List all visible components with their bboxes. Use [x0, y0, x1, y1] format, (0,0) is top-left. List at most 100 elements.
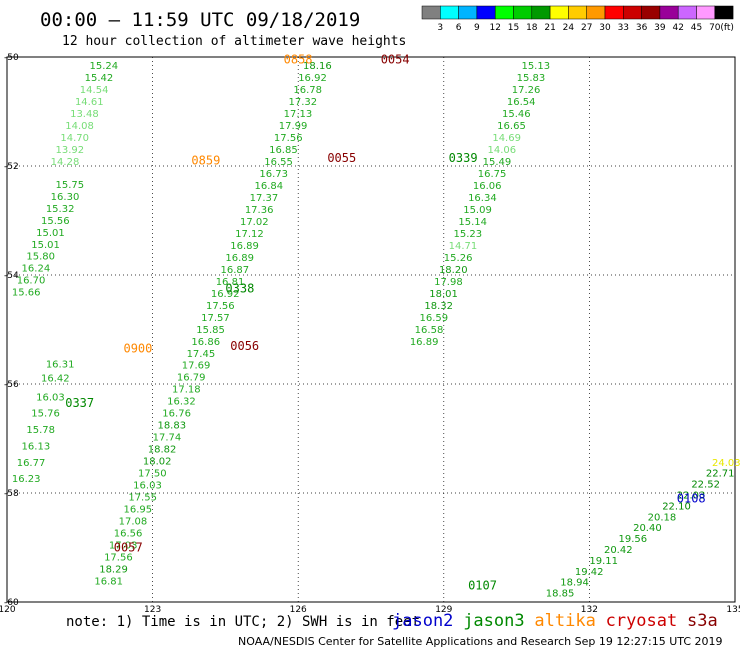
x-tick-label: 129: [435, 605, 452, 615]
colorbar-label: 24: [563, 23, 575, 33]
swh-value: 17.08: [119, 517, 148, 528]
y-tick-labels: -50 -52 -54 -56 -58 -60: [4, 53, 19, 608]
swh-value: 17.13: [284, 109, 313, 120]
x-tick-label: 120: [0, 605, 16, 615]
swh-value: 18.20: [439, 265, 468, 276]
colorbar-label: 39: [654, 23, 666, 33]
swh-value: 17.74: [153, 433, 182, 444]
swh-value: 16.89: [225, 253, 254, 264]
swh-value: 24.03: [712, 458, 740, 469]
swh-value: 17.56: [206, 301, 235, 312]
pass-time-label: 0056: [230, 339, 259, 353]
swh-value: 16.03: [133, 481, 162, 492]
swh-value: 17.45: [187, 349, 216, 360]
pass-time-label: 0107: [468, 579, 497, 593]
swh-value: 16.30: [51, 192, 80, 203]
swh-value: 15.66: [12, 288, 41, 299]
colorbar-unit: (ft): [720, 23, 734, 33]
swh-value: 17.50: [138, 469, 167, 480]
x-tick-label: 126: [290, 605, 307, 615]
swh-value: 16.85: [269, 145, 298, 156]
swh-value: 15.24: [90, 61, 119, 72]
colorbar-label: 15: [508, 23, 519, 33]
swh-value: 16.24: [22, 264, 51, 275]
swh-value: 14.28: [51, 157, 80, 168]
swh-value: 16.23: [12, 474, 41, 485]
swh-value: 15.46: [502, 109, 531, 120]
pass-time-label: 0054: [381, 53, 410, 67]
swh-value: 17.57: [201, 313, 230, 324]
swh-value: 15.26: [444, 253, 473, 264]
colorbar-label: 9: [474, 23, 480, 33]
swh-value: 17.26: [512, 85, 541, 96]
swh-values: 15.2415.4214.5414.6113.4814.0814.7013.92…: [12, 61, 740, 600]
pass-time-label: 0339: [449, 151, 478, 165]
pass-time-label: 0337: [65, 396, 94, 410]
pass-time-label: 0859: [191, 154, 220, 168]
footer: NOAA/NESDIS Center for Satellite Applica…: [238, 635, 723, 648]
colorbar-swatch: [513, 5, 533, 20]
swh-value: 16.65: [497, 121, 526, 132]
swh-value: 13.92: [56, 145, 85, 156]
swh-value: 14.54: [80, 85, 109, 96]
swh-value: 14.06: [487, 145, 516, 156]
swh-value: 15.76: [31, 409, 60, 420]
swh-value: 16.13: [22, 441, 51, 452]
colorbar-swatch: [604, 5, 624, 20]
swh-value: 17.12: [235, 229, 264, 240]
swh-value: 17.69: [182, 361, 211, 372]
colorbar-swatch: [641, 5, 661, 20]
colorbar-label: 33: [618, 23, 629, 33]
swh-value: 17.32: [288, 97, 317, 108]
legend-entry-jason2: jason2: [392, 611, 453, 631]
swh-value: 16.77: [17, 458, 46, 469]
swh-value: 18.94: [560, 578, 589, 589]
x-tick-label: 123: [144, 605, 161, 615]
plot-area: [6, 56, 736, 603]
swh-value: 18.32: [424, 301, 453, 312]
swh-value: 15.23: [454, 229, 483, 240]
colorbar: 3 6 9 12 15 18 21 24 27 30 33 36 39 42 45 70 (ft): [421, 5, 734, 33]
colorbar-swatch: [696, 5, 716, 20]
swh-value: 15.85: [196, 325, 225, 336]
swh-value: 15.01: [31, 240, 60, 251]
swh-value: 16.70: [17, 276, 46, 287]
colorbar-swatch: [677, 5, 697, 20]
y-tick-label: -58: [4, 489, 19, 499]
swh-value: 16.42: [41, 373, 70, 384]
colorbar-swatch: [421, 5, 441, 20]
swh-value: 15.78: [26, 425, 55, 436]
swh-value: 17.36: [245, 205, 274, 216]
swh-value: 16.79: [177, 373, 206, 384]
swh-value: 19.11: [589, 556, 618, 567]
swh-value: 15.14: [458, 217, 487, 228]
swh-value: 16.32: [167, 397, 196, 408]
colorbar-swatch: [476, 5, 496, 20]
colorbar-swatch: [549, 5, 569, 20]
swh-value: 18.16: [303, 61, 332, 72]
colorbar-label: 3: [437, 23, 443, 33]
swh-value: 17.02: [240, 217, 269, 228]
colorbar-label: 36: [636, 23, 648, 33]
swh-value: 17.98: [434, 277, 463, 288]
swh-value: 16.87: [221, 265, 250, 276]
swh-value: 20.42: [604, 545, 633, 556]
swh-value: 18.02: [143, 457, 172, 468]
y-tick-label: -56: [4, 380, 19, 390]
swh-value: 15.75: [56, 180, 85, 191]
pass-time-label: 0338: [225, 282, 254, 296]
pass-time-labels: 0337 0338 0339 0107 0858 0054 0859 0055 0900 0056…: [65, 53, 705, 593]
note: note: 1) Time is in UTC; 2) SWH is in fe…: [66, 614, 420, 630]
x-tick-label: 132: [581, 605, 598, 615]
swh-value: 16.81: [94, 577, 123, 588]
colorbar-label: 6: [456, 23, 462, 33]
x-tick-label: 135: [726, 605, 740, 615]
plot-frame: [6, 56, 736, 603]
colorbar-label: 70: [709, 23, 721, 33]
swh-value: 17.03: [109, 541, 138, 552]
swh-value: 22.10: [662, 501, 691, 512]
legend-entry-altika: altika: [534, 611, 595, 631]
swh-value: 18.01: [429, 289, 458, 300]
grid: [7, 57, 735, 602]
swh-value: 15.09: [463, 205, 492, 216]
